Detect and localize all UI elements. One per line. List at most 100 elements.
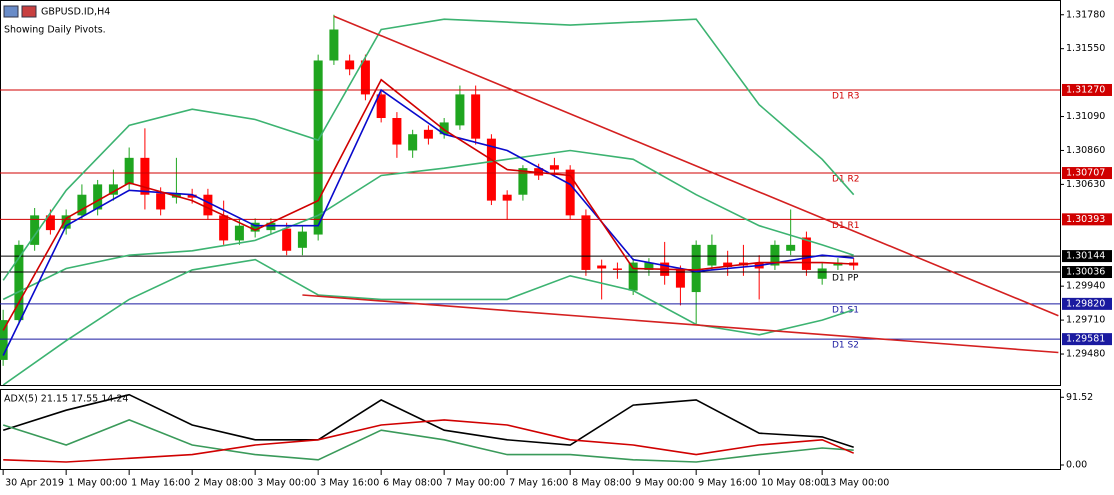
x-tick-label: 7 May 00:00 [446,478,505,489]
candle-body [770,244,780,266]
candle-body [786,244,796,251]
x-tick-label: 2 May 08:00 [194,478,253,489]
indicator-line [2,78,854,331]
chart-subtitle: Showing Daily Pivots. [4,25,106,36]
indicator-line [2,88,854,356]
y-tick-label: 1.29710 [1066,315,1105,326]
x-tick-label: 7 May 16:00 [509,478,568,489]
candle-body [723,262,733,267]
candle-body [187,194,197,198]
indicator-line [2,149,854,301]
price-tag [1062,250,1112,263]
candle-body [486,138,496,201]
candle-body [455,94,465,126]
candle-body [203,194,213,216]
candle-body [644,262,654,270]
indicator-line [2,419,854,463]
candle-body [250,222,260,232]
candle-body [108,184,118,195]
y-tick-label: 1.31780 [1066,9,1105,20]
candle-body [219,215,229,241]
y-tick-label: 1.31550 [1066,43,1105,54]
candle-body [502,194,512,201]
candle-body [628,262,638,291]
x-tick-label: 1 May 16:00 [131,478,190,489]
indicator-line [3,419,855,463]
candle-body [675,269,685,288]
price-tag-label: 1.30393 [1066,214,1105,225]
y-tick-label: 1.30630 [1066,179,1105,190]
candle-body [77,194,87,216]
price-tag-label: 1.30707 [1066,168,1105,179]
pivot-name: D1 PP [832,274,859,284]
price-tag [1062,83,1112,96]
candle-body [282,228,292,251]
indicator-line [333,15,1059,317]
indicator-line [2,258,854,385]
pivot-name: D1 S2 [832,341,859,351]
candle-body [297,231,307,248]
indicator-line [2,393,854,448]
x-tick-label: 8 May 08:00 [572,478,631,489]
price-tag-label: 1.29581 [1066,334,1105,345]
icon [21,5,37,18]
price-tag-label: 1.30144 [1066,251,1105,262]
x-tick-label: 13 May 00:00 [824,478,889,489]
indicator-line [302,294,1059,354]
chart-title: GBPUSD.ID,H4 [41,7,110,18]
x-tick-label: 9 May 16:00 [698,478,757,489]
indicator-line [2,18,855,281]
price-tag [1062,297,1112,310]
candle-body [313,60,323,235]
candle-body [691,244,701,293]
candle-body [597,265,607,269]
x-tick-label: 9 May 00:00 [635,478,694,489]
candle-body [471,94,481,139]
adx-panel [0,389,1061,470]
candle-body [45,215,55,231]
y-tick-label: 1.30860 [1066,145,1105,156]
pivot-name: D1 R2 [832,175,860,185]
y-tick-label: 91.52 [1066,392,1093,403]
candle-body [408,134,418,151]
candle-body [156,193,166,210]
price-tag-label: 1.29820 [1066,298,1105,309]
candle-body [581,215,591,270]
candle-body [565,169,575,216]
x-tick-label: 3 May 00:00 [257,478,316,489]
pivot-name: D1 R1 [832,221,860,231]
candle-body [345,60,355,70]
price-tag [1062,167,1112,180]
candle-body [140,157,150,195]
y-tick-label: 1.29480 [1066,349,1105,360]
price-tag [1062,333,1112,346]
icon [3,5,19,18]
candle-body [392,118,402,145]
candle-body [329,29,339,61]
y-tick-label: 0.00 [1066,460,1087,471]
candle-body [707,244,717,266]
candle-body [14,244,24,321]
candle-body [360,60,370,95]
x-tick-label: 3 May 16:00 [320,478,379,489]
y-tick-label: 1.29940 [1066,281,1105,292]
adx-title: ADX(5) 21.15 17.55 14.24 [4,394,128,405]
candle-body [439,122,449,135]
candle-body [30,215,40,245]
candle-body [518,168,528,195]
candle-body [124,157,134,185]
candle-body [61,215,71,229]
pivot-name: D1 R3 [832,91,860,101]
candle-body [549,165,559,170]
y-tick-label: 1.31090 [1066,111,1105,122]
x-tick-label: 30 Apr 2019 [5,478,64,489]
x-tick-label: 6 May 08:00 [383,478,442,489]
candle-body [0,320,8,360]
candle-body [817,268,827,279]
candle-body [612,268,622,270]
candle-body [801,237,811,270]
candle-body [423,129,433,139]
price-tag [1062,266,1112,279]
candle-body [93,184,103,210]
